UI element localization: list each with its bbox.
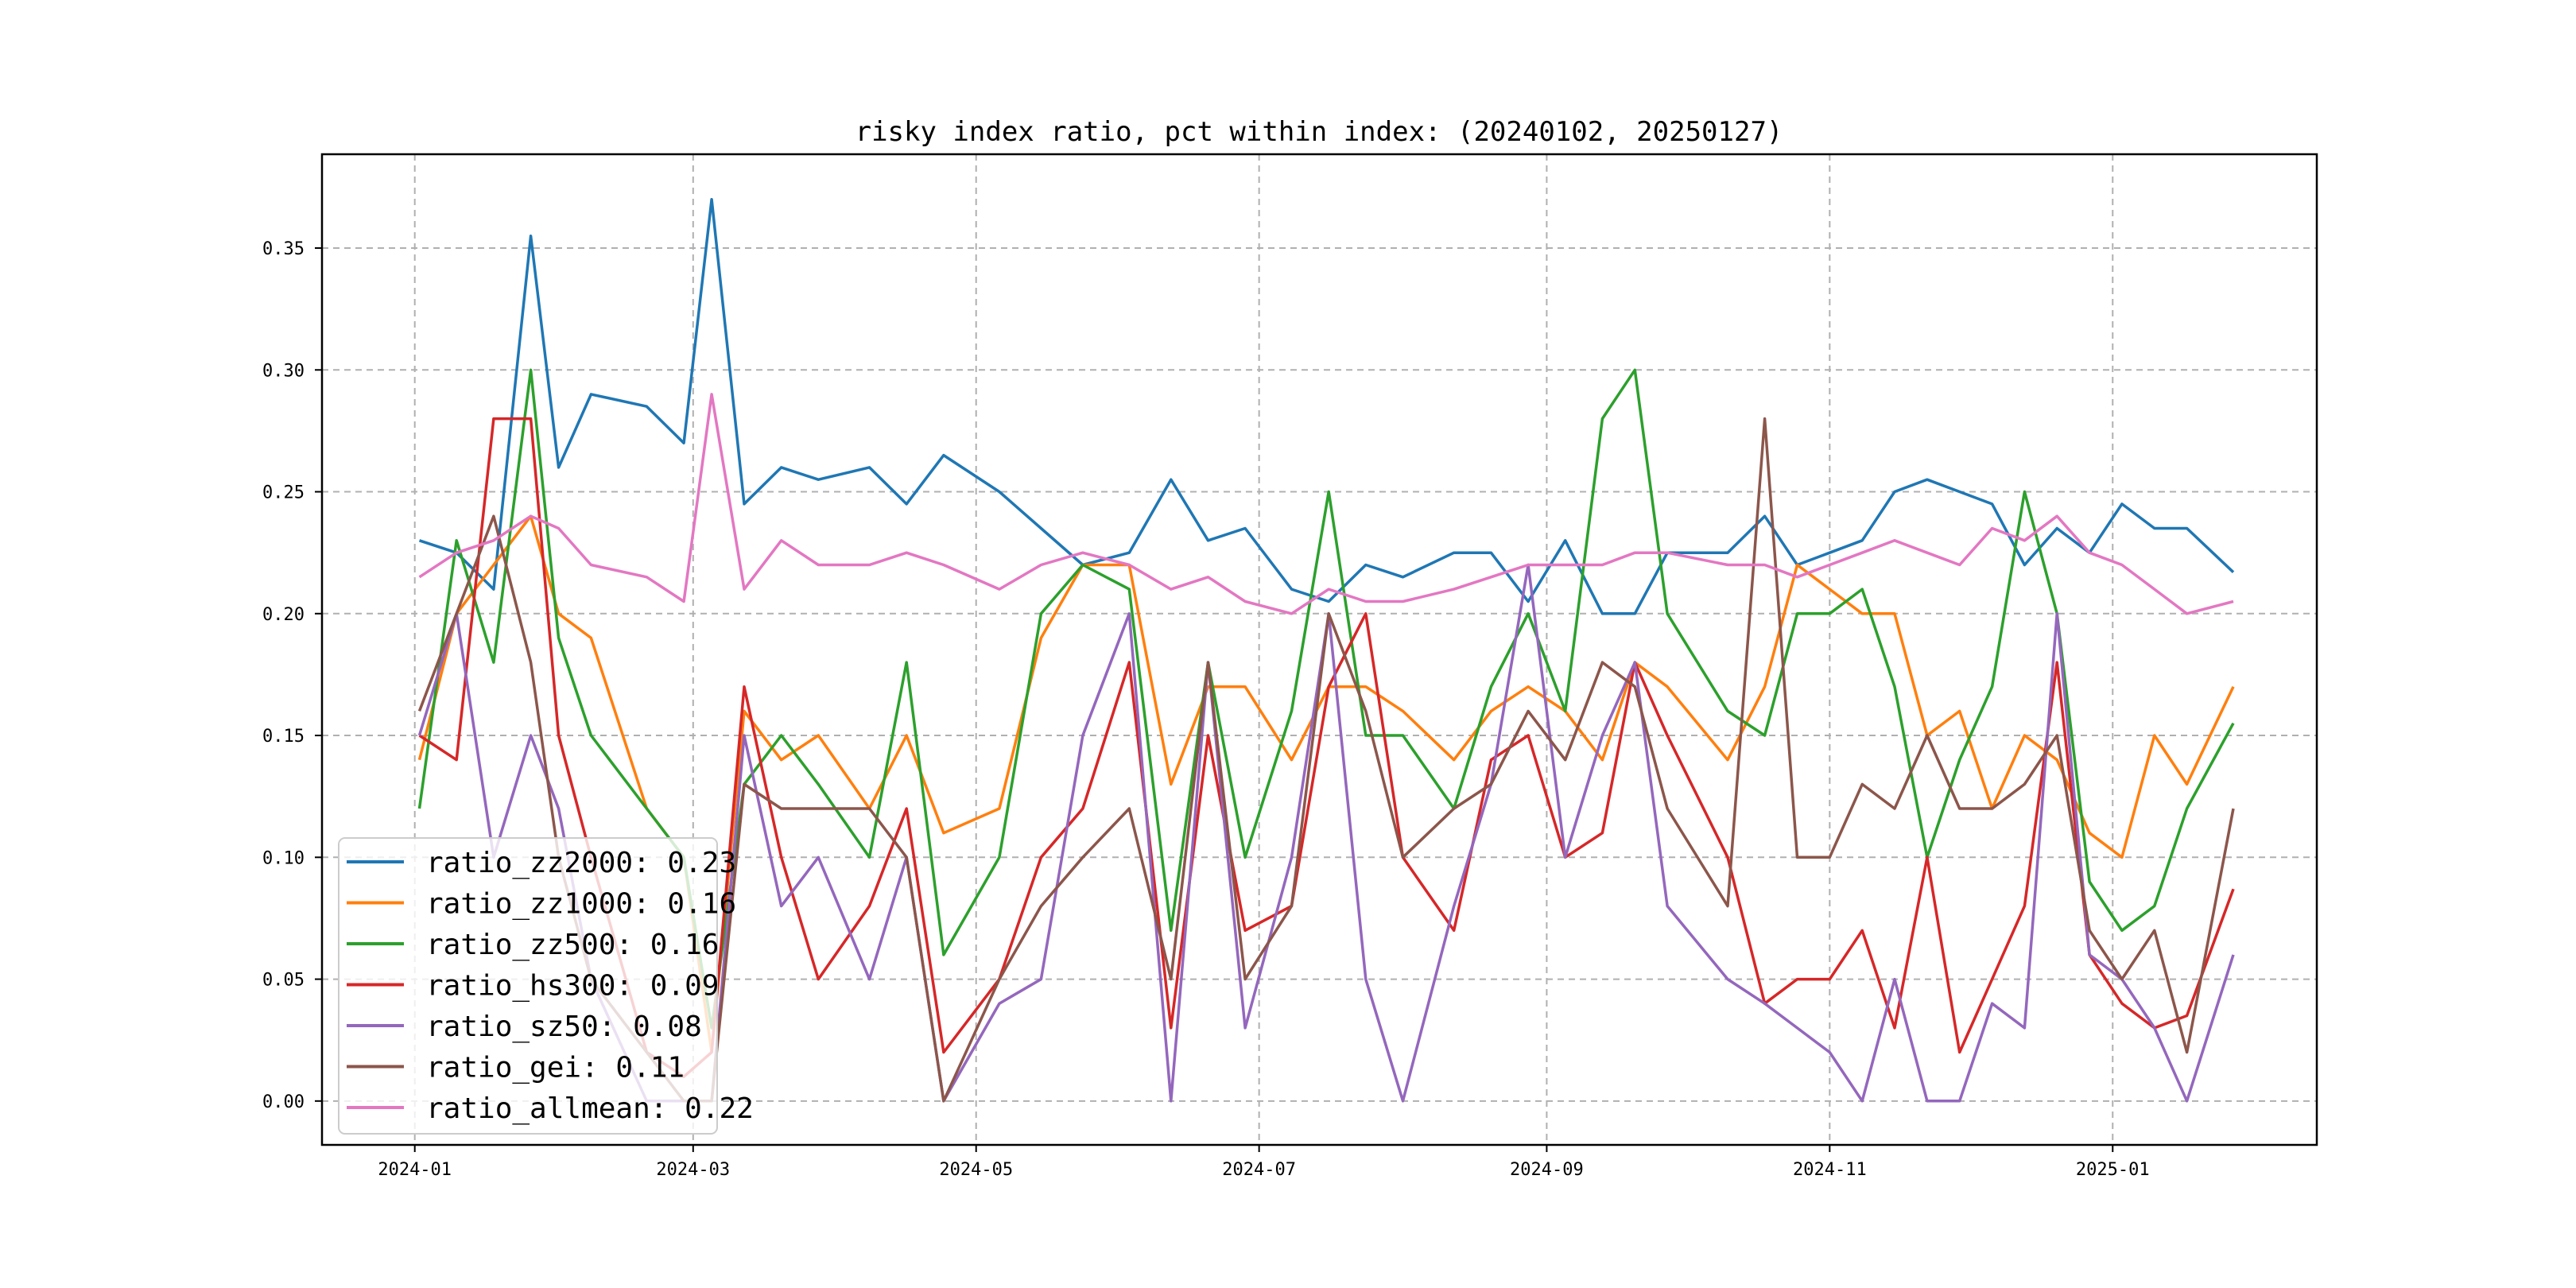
y-tick-label: 0.05 [262, 971, 305, 991]
x-tick-label: 2024-09 [1510, 1160, 1584, 1180]
y-tick-label: 0.00 [262, 1092, 305, 1112]
y-tick-label: 0.10 [262, 848, 305, 868]
y-tick-label: 0.35 [262, 239, 305, 259]
x-tick-label: 2024-07 [1222, 1160, 1296, 1180]
x-tick-label: 2025-01 [2076, 1160, 2150, 1180]
plot-frame [320, 153, 2318, 1146]
legend-label: ratio_zz2000: 0.23 [426, 847, 736, 879]
legend-label: ratio_allmean: 0.22 [426, 1092, 754, 1125]
legend-label: ratio_zz1000: 0.16 [426, 888, 736, 921]
y-tick-label: 0.30 [262, 361, 305, 381]
x-tick-label: 2024-11 [1793, 1160, 1867, 1180]
x-tick-label: 2024-01 [378, 1160, 452, 1180]
x-axis: 2024-01 2024-03 2024-05 2024-07 2024-09 2024-… [378, 1145, 2150, 1180]
legend-label: ratio_gei: 0.11 [426, 1052, 685, 1084]
x-tick-label: 2024-05 [939, 1160, 1013, 1180]
x-tick-label: 2024-03 [656, 1160, 730, 1180]
y-axis: 0.00 0.05 0.10 0.15 0.20 0.25 0.30 0.35 [262, 239, 322, 1112]
legend-label: ratio_hs300: 0.09 [426, 970, 719, 1003]
legend-label: ratio_zz500: 0.16 [426, 929, 719, 961]
series-line-ratio_allmean [418, 393, 2234, 615]
legend-box [338, 837, 718, 1135]
series-line-ratio_zz2000 [418, 197, 2235, 615]
legend: ratio_zz2000: 0.23 ratio_zz1000: 0.16 rati… [338, 837, 754, 1135]
legend-label: ratio_sz50: 0.08 [426, 1011, 702, 1043]
y-tick-label: 0.15 [262, 727, 305, 747]
chart-title: risky index ratio, pct within index: (20… [855, 116, 1783, 148]
y-tick-label: 0.20 [262, 605, 305, 625]
y-tick-label: 0.25 [262, 483, 305, 503]
